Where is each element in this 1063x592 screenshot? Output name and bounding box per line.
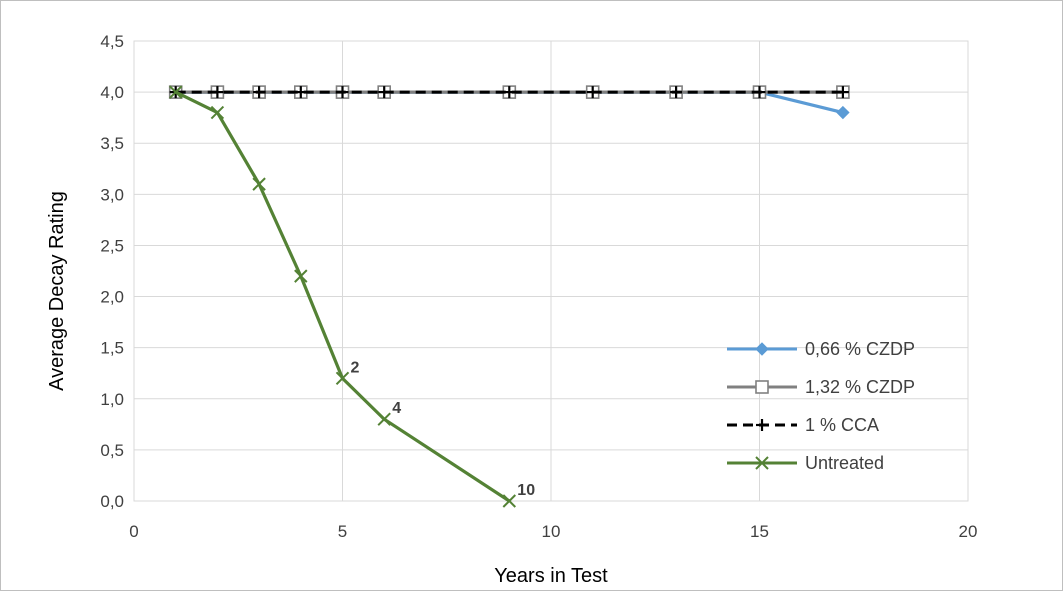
marker-x-b — [210, 105, 225, 120]
y-tick-label: 2,0 — [100, 288, 124, 307]
legend-label: 1,32 % CZDP — [805, 377, 915, 397]
marker-plus — [211, 86, 224, 99]
marker-x — [502, 494, 517, 508]
series-layer — [168, 85, 850, 508]
legend-item: 0,66 % CZDP — [727, 339, 915, 359]
legend-label: Untreated — [805, 453, 884, 473]
y-tick-label: 1,5 — [100, 339, 124, 358]
annotations: 2 4 10 — [351, 359, 536, 499]
marker-plus — [336, 86, 349, 99]
marker-x-b — [168, 85, 183, 99]
marker-diamond — [836, 105, 850, 120]
marker-plus — [670, 86, 683, 99]
y-tick-label: 4,0 — [100, 83, 124, 102]
y-tick-label: 4,5 — [100, 32, 124, 51]
y-tick-label: 2,5 — [100, 236, 124, 255]
series-3 — [168, 85, 517, 508]
marker-plus — [756, 419, 768, 431]
axes: 0,0 0,5 1,0 1,5 2,0 2,5 3,0 3,5 4,0 4,5 0 5 10 15 20 — [100, 32, 977, 541]
marker-square — [755, 380, 769, 394]
marker-x-b — [755, 456, 769, 470]
y-axis-title: Average Decay Rating — [46, 191, 68, 391]
data-label: 4 — [392, 400, 401, 417]
x-tick-label: 0 — [129, 522, 138, 541]
y-tick-label: 0,0 — [100, 492, 124, 511]
marker-x-b — [252, 177, 266, 191]
marker-x-b — [502, 494, 517, 508]
marker-plus — [586, 86, 599, 99]
marker-plus — [294, 86, 307, 99]
marker-plus — [378, 86, 391, 99]
marker-x — [252, 177, 266, 191]
data-label: 2 — [351, 359, 360, 376]
legend-item: 1 % CCA — [727, 415, 879, 435]
y-tick-label: 3,0 — [100, 185, 124, 204]
y-tick-label: 1,0 — [100, 390, 124, 409]
data-label: 10 — [517, 482, 535, 499]
legend-item: Untreated — [727, 453, 884, 473]
marker-x-b — [294, 269, 308, 283]
x-axis-title: Years in Test — [494, 565, 608, 587]
marker-x — [210, 105, 225, 120]
marker-plus — [836, 86, 849, 99]
x-tick-label: 10 — [542, 522, 561, 541]
marker-x — [335, 371, 350, 386]
marker-x — [755, 456, 769, 470]
marker-plus — [253, 86, 266, 99]
y-tick-label: 3,5 — [100, 134, 124, 153]
marker-x-b — [335, 371, 350, 386]
legend: 0,66 % CZDP 1,32 % CZDP 1 % CCA Untreated — [727, 339, 915, 473]
x-tick-label: 20 — [959, 522, 978, 541]
legend-item: 1,32 % CZDP — [727, 377, 915, 397]
marker-x — [294, 269, 308, 283]
x-tick-label: 15 — [750, 522, 769, 541]
series-2 — [169, 86, 849, 99]
x-tick-label: 5 — [338, 522, 347, 541]
marker-diamond — [755, 342, 769, 356]
y-tick-label: 0,5 — [100, 441, 124, 460]
marker-x — [377, 412, 391, 426]
legend-label: 0,66 % CZDP — [805, 339, 915, 359]
marker-plus — [753, 86, 766, 99]
marker-plus — [503, 86, 516, 99]
marker-x — [168, 85, 183, 99]
marker-x-b — [377, 412, 391, 426]
legend-label: 1 % CCA — [805, 415, 879, 435]
